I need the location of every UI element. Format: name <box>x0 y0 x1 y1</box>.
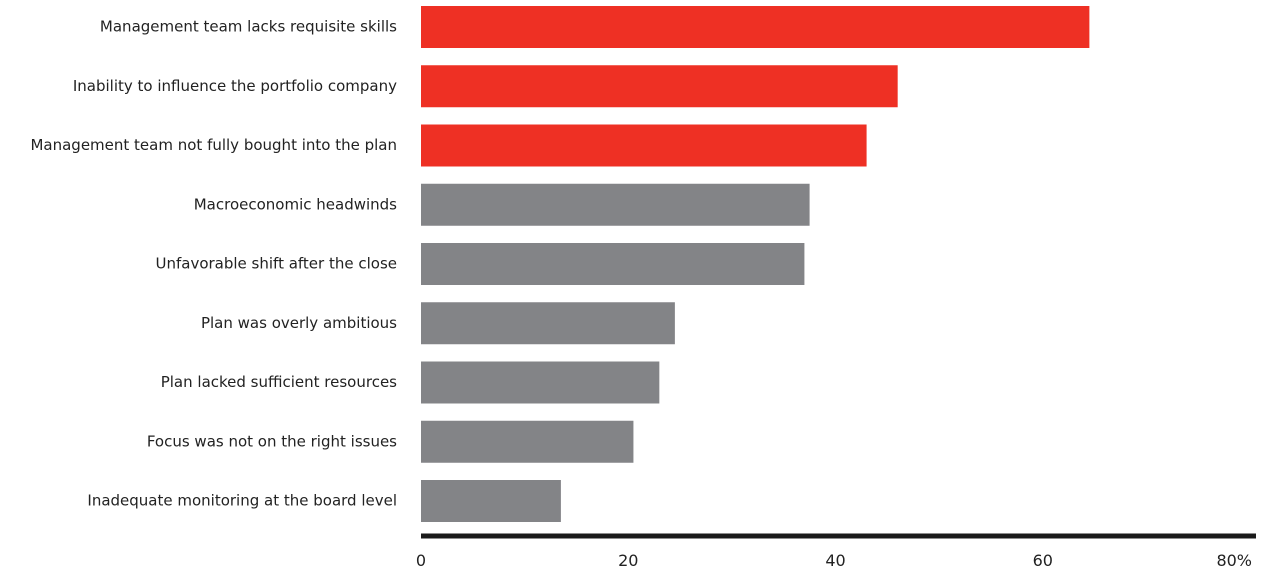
category-label: Macroeconomic headwinds <box>194 195 397 213</box>
category-label: Unfavorable shift after the close <box>156 255 398 273</box>
category-label: Focus was not on the right issues <box>147 432 397 450</box>
bar <box>421 243 805 285</box>
x-tick-label: 20 <box>618 551 638 570</box>
bar <box>421 6 1090 48</box>
x-tick-label: 60 <box>1033 551 1053 570</box>
category-label: Management team lacks requisite skills <box>100 18 397 36</box>
x-tick-label: 40 <box>825 551 845 570</box>
category-label: Inability to influence the portfolio com… <box>73 77 397 95</box>
bar <box>421 302 675 345</box>
category-label: Inadequate monitoring at the board level <box>87 492 397 510</box>
bars-group <box>421 6 1090 522</box>
category-label: Plan lacked sufficient resources <box>161 373 397 391</box>
bar <box>421 183 810 226</box>
category-label: Plan was overly ambitious <box>201 314 397 332</box>
bar <box>421 420 634 463</box>
category-label: Management team not fully bought into th… <box>30 136 397 154</box>
x-tick-label: 0 <box>416 551 426 570</box>
bar <box>421 480 561 522</box>
bar <box>421 124 867 167</box>
bar <box>421 361 660 404</box>
x-tick-labels: 0 20 40 60 80% <box>416 551 1252 570</box>
x-tick-label: 80% <box>1216 551 1252 570</box>
category-labels: Management team lacks requisite skills In… <box>30 18 397 510</box>
bar <box>421 65 898 108</box>
